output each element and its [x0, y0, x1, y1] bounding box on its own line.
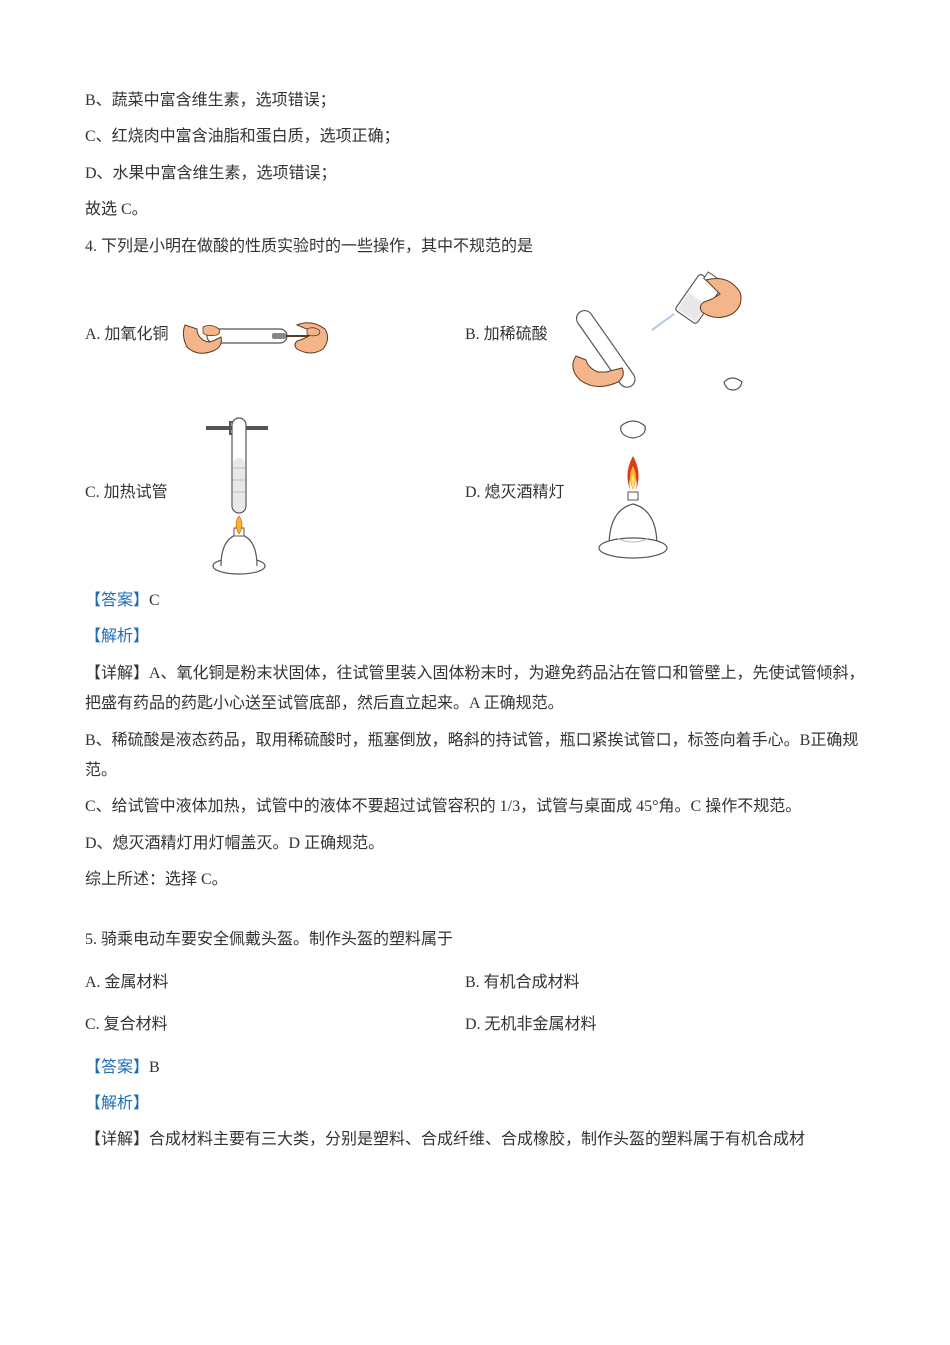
q4-row-1: A. 加氧化铜 B. 加稀硫酸	[85, 270, 865, 400]
q4-answer-label: 【答案】	[85, 592, 149, 609]
q4-analysis: 【解析】	[85, 622, 865, 652]
q4-option-d: D. 熄灭酒精灯	[465, 418, 845, 568]
q4-option-c-label: C. 加热试管	[85, 478, 168, 508]
q5-stem: 5. 骑乘电动车要安全佩戴头盔。制作头盔的塑料属于	[85, 925, 865, 955]
q4-option-a: A. 加氧化铜	[85, 295, 465, 375]
prev-answer-d: D、水果中富含维生素，选项错误；	[85, 159, 865, 189]
q5-answer: 【答案】B	[85, 1053, 865, 1083]
q5-option-c: C. 复合材料	[85, 1010, 465, 1040]
add-powder-icon	[177, 295, 337, 375]
q4-stem: 4. 下列是小明在做酸的性质实验时的一些操作，其中不规范的是	[85, 232, 865, 262]
q5-analysis-label: 【解析】	[85, 1095, 149, 1112]
q4-detail-sum: 综上所述：选择 C。	[85, 865, 865, 895]
q5-option-d: D. 无机非金属材料	[465, 1010, 845, 1040]
prev-answer-b: B、蔬菜中富含维生素，选项错误；	[85, 86, 865, 116]
q4-option-c: C. 加热试管	[85, 408, 465, 578]
q4-option-d-label: D. 熄灭酒精灯	[465, 478, 565, 508]
q4-detail-d: D、熄灭酒精灯用灯帽盖灭。D 正确规范。	[85, 829, 865, 859]
q5-answer-val: B	[149, 1059, 160, 1076]
q4-row-2: C. 加热试管	[85, 408, 865, 578]
q5-answer-label: 【答案】	[85, 1059, 149, 1076]
q4-option-a-label: A. 加氧化铜	[85, 320, 169, 350]
q5-options-row-2: C. 复合材料 D. 无机非金属材料	[85, 1004, 865, 1046]
page-content: B、蔬菜中富含维生素，选项错误； C、红烧肉中富含油脂和蛋白质，选项正确； D、…	[0, 0, 950, 1222]
q5-detail: 【详解】合成材料主要有三大类，分别是塑料、合成纤维、合成橡胶，制作头盔的塑料属于…	[85, 1125, 865, 1155]
q5-analysis: 【解析】	[85, 1089, 865, 1119]
q4-detail-b: B、稀硫酸是液态药品，取用稀硫酸时，瓶塞倒放，略斜的持试管，瓶口紧挨试管口，标签…	[85, 726, 865, 787]
q4-option-b-label: B. 加稀硫酸	[465, 320, 548, 350]
q4-option-b: B. 加稀硫酸	[465, 270, 845, 400]
q5-option-b: B. 有机合成材料	[465, 968, 845, 998]
prev-answer-c: C、红烧肉中富含油脂和蛋白质，选项正确；	[85, 122, 865, 152]
q4-analysis-label: 【解析】	[85, 628, 149, 645]
q5-options-row-1: A. 金属材料 B. 有机合成材料	[85, 962, 865, 1004]
pour-liquid-icon	[556, 270, 756, 400]
extinguish-lamp-icon	[573, 418, 693, 568]
q4-detail-a: 【详解】A、氧化铜是粉末状固体，往试管里装入固体粉末时，为避免药品沾在管口和管壁…	[85, 659, 865, 720]
q4-detail-c: C、给试管中液体加热，试管中的液体不要超过试管容积的 1/3，试管与桌面成 45…	[85, 792, 865, 822]
spacer	[85, 901, 865, 919]
q4-answer-val: C	[149, 592, 160, 609]
q4-answer: 【答案】C	[85, 586, 865, 616]
heat-tube-icon	[176, 408, 296, 578]
q5-option-a: A. 金属材料	[85, 968, 465, 998]
prev-answer-pick: 故选 C。	[85, 195, 865, 225]
